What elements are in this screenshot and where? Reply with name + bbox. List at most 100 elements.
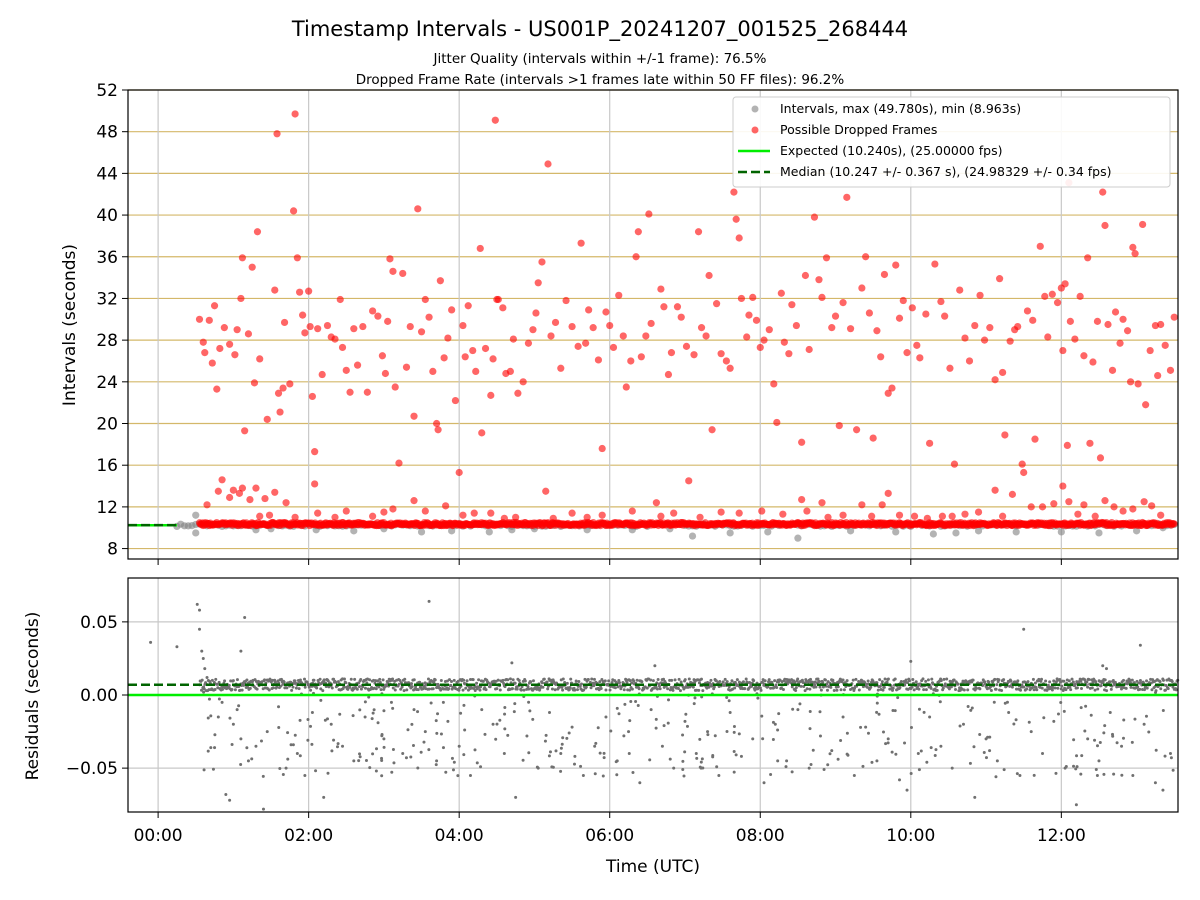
residual-point [434, 763, 438, 767]
residual-point [725, 730, 729, 734]
residual-point [243, 615, 247, 619]
dropped-frame-point [195, 315, 204, 323]
residual-point [314, 769, 318, 773]
residual-point [213, 687, 217, 691]
top-y-tick-label: 52 [96, 81, 118, 101]
residual-point [338, 712, 342, 716]
residual-point [618, 681, 622, 685]
residual-point [358, 755, 362, 759]
residual-point [322, 678, 326, 682]
bottom-axes: 0.05 0.00 −0.05 00:00 02:00 04:00 06:00 08:00 10… [66, 577, 1179, 846]
residual-point [380, 734, 384, 738]
dropped-frame-point [378, 352, 387, 360]
residual-point [813, 683, 817, 687]
residual-point [293, 679, 297, 683]
residual-point [209, 746, 213, 750]
residual-point [427, 599, 431, 603]
dropped-frame-point [499, 304, 507, 312]
dropped-frame-point [248, 263, 256, 271]
residual-point [691, 685, 695, 689]
dropped-frame-point [544, 160, 552, 168]
dropped-frame-point [632, 253, 640, 261]
residual-point [615, 706, 619, 710]
residual-point [456, 679, 460, 683]
residual-point [939, 744, 943, 748]
residual-point [527, 687, 531, 691]
dropped-frame-point [1110, 503, 1118, 511]
residual-point [223, 679, 227, 683]
dropped-frame-point [1170, 520, 1178, 528]
dropped-frame-point [323, 321, 332, 330]
dropped-frame-point [291, 513, 299, 521]
dropped-frame-point [657, 512, 665, 520]
dropped-frame-point [226, 493, 234, 502]
residual-point [431, 687, 435, 691]
residual-point [1012, 722, 1016, 726]
dropped-frame-point [853, 426, 861, 434]
residual-point [541, 685, 545, 689]
residual-point [825, 688, 829, 692]
residual-point [1096, 687, 1100, 691]
residual-point [941, 686, 945, 690]
residual-point [717, 773, 721, 777]
dropped-frame-point [274, 389, 283, 397]
residual-point [774, 683, 778, 687]
residual-point [359, 687, 363, 691]
residual-point [657, 684, 661, 688]
residual-point [1071, 680, 1075, 684]
residual-point [628, 679, 632, 683]
dropped-frame-point [331, 335, 339, 343]
residual-point [553, 688, 557, 692]
residual-point [917, 687, 921, 691]
dropped-frame-point [1116, 339, 1124, 347]
bottom-axes-frame [127, 577, 1179, 813]
residual-point [622, 688, 626, 692]
residual-point [578, 684, 582, 688]
residual-point [242, 683, 246, 687]
residual-point [581, 773, 585, 777]
residual-point [681, 759, 685, 763]
residual-point [628, 688, 632, 692]
dropped-frame-point [843, 193, 851, 201]
residual-point [613, 686, 617, 690]
dropped-frame-point [293, 254, 301, 262]
residual-point [1033, 681, 1037, 685]
dropped-frame-point [256, 512, 264, 520]
dropped-frame-point [246, 495, 254, 504]
residual-point [699, 677, 703, 681]
residual-point [355, 687, 359, 691]
dropped-frame-point [931, 260, 939, 268]
dropped-frame-point [529, 326, 537, 334]
dropped-frame-point [690, 351, 698, 359]
residual-point [286, 757, 290, 761]
residual-point [315, 686, 319, 690]
residual-point [600, 677, 604, 681]
residual-point [1124, 686, 1128, 690]
residual-point [306, 738, 310, 742]
dropped-frame-point [961, 510, 969, 518]
dropped-frame-point [442, 502, 450, 510]
residual-point [220, 700, 224, 704]
residual-point [332, 738, 336, 742]
residual-point [886, 677, 890, 681]
residual-point [809, 677, 813, 681]
residual-point [1138, 678, 1142, 682]
residual-point [1093, 688, 1097, 692]
residual-point [1142, 722, 1146, 726]
residual-point [685, 724, 689, 728]
residual-point [725, 695, 729, 699]
residual-point [954, 688, 958, 692]
residual-point [1108, 680, 1112, 684]
interval-point [1057, 528, 1065, 536]
dropped-frame-point [722, 357, 730, 365]
residual-point [1170, 679, 1174, 683]
residual-point [706, 733, 710, 737]
legend-marker-intervals [751, 105, 759, 113]
dropped-frame-point [622, 383, 630, 391]
dropped-frame-point [342, 507, 350, 515]
dropped-frame-point [839, 299, 847, 307]
residual-point [207, 697, 211, 701]
residual-point [615, 759, 619, 763]
dropped-frame-point [1048, 290, 1056, 298]
residual-point [817, 680, 821, 684]
